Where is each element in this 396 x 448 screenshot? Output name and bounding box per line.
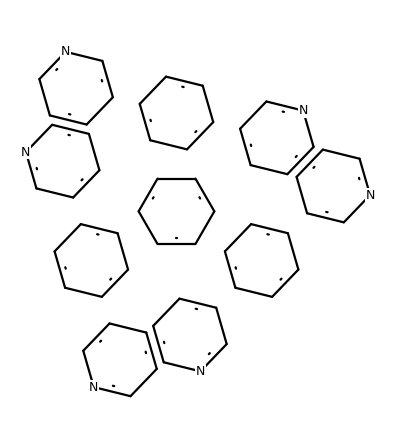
Text: N: N <box>196 365 205 378</box>
Text: N: N <box>299 104 308 117</box>
Text: N: N <box>366 189 375 202</box>
Text: N: N <box>89 381 99 394</box>
Text: N: N <box>21 146 30 159</box>
Text: N: N <box>61 45 70 58</box>
